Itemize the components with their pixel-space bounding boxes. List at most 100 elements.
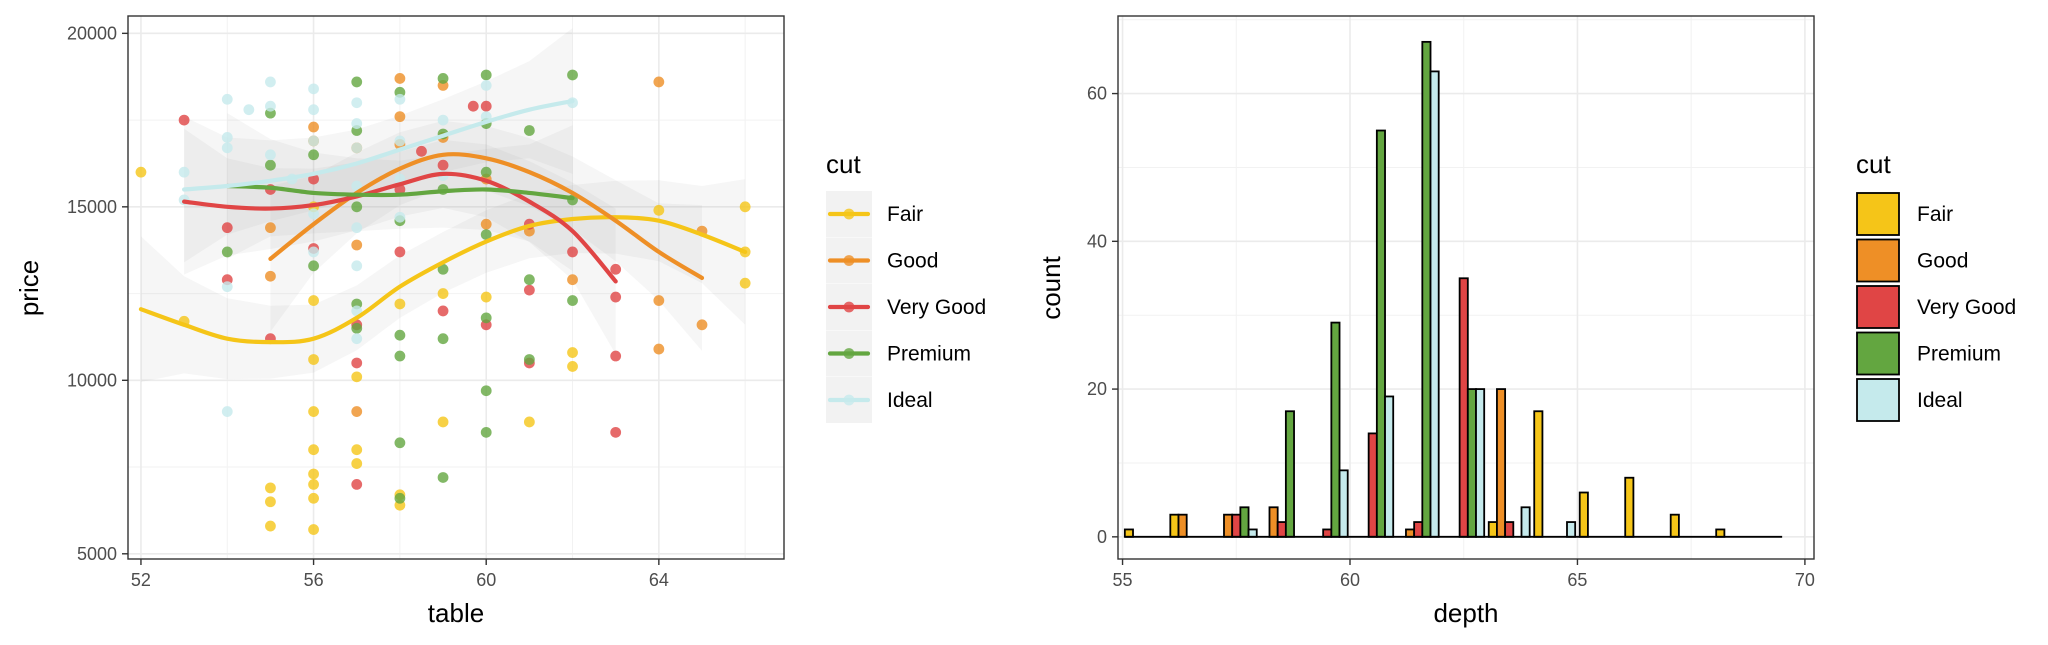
point-ideal [351,180,363,192]
point-premium [480,69,492,81]
y-tick-label: 40 [1087,231,1107,251]
bar-fair [1123,528,1134,538]
legend-label-very-good: Very Good [887,296,986,319]
point-ideal [221,406,233,417]
legend-key-point-fair [843,208,855,220]
point-fair [523,416,535,428]
bar-ideal [1247,528,1258,538]
point-ideal [394,93,406,105]
legend-key-point-very-good [843,301,855,313]
point-fair [265,520,276,532]
scatter-plot-background [128,16,784,559]
point-ideal [178,166,190,178]
bar-fair [1715,528,1726,538]
scatter-plot-border [127,15,785,560]
point-ideal [265,149,276,161]
point-very-good [610,350,622,362]
point-premium [523,354,535,365]
point-premium [394,350,406,362]
point-good [265,270,276,282]
point-good [653,343,665,355]
scatter-y-axis-title: price [14,260,44,316]
point-premium [480,229,492,240]
point-fair [567,347,578,358]
point-very-good [467,100,479,112]
point-fair [351,371,363,383]
point-ideal [221,93,233,105]
point-premium [567,69,578,81]
legend-label-premium: Premium [1917,343,2001,366]
legend-key-point-ideal [843,394,855,406]
legend-key-premium [1856,331,1900,376]
point-fair [394,298,406,310]
point-good [265,222,276,234]
x-tick-label: 56 [304,570,324,590]
legend-label-very-good: Very Good [1917,296,2016,319]
scatter-legend: cut Fair Good Very Good Premium Ideal [826,149,986,423]
point-premium [480,426,492,438]
point-premium [480,312,492,324]
point-good [567,274,578,286]
bar-very-good [1367,432,1378,538]
x-tick-label: 55 [1113,570,1133,590]
histogram-panel: 55 60 65 70 0 20 40 60 depth count cut Fair Good V… [1036,15,2016,628]
point-fair [480,291,492,303]
histogram-y-axis-title: count [1036,255,1066,319]
point-good [653,295,665,306]
point-premium [567,295,578,306]
point-fair [308,444,319,456]
point-ideal [480,79,492,91]
point-fair [265,496,276,508]
bar-premium [1239,506,1250,538]
bar-very-good [1276,521,1287,538]
point-premium [351,201,363,213]
point-ideal [265,100,276,112]
y-tick-label: 20000 [67,23,117,43]
bar-good [1268,506,1279,538]
y-tick-label: 10000 [67,370,117,390]
point-premium [437,73,449,84]
point-ideal [243,104,255,116]
histogram-x-axis-title: depth [1433,598,1498,628]
point-fair [308,468,319,480]
point-ideal [394,211,406,223]
point-fair [308,524,319,535]
point-ideal [394,135,406,147]
legend-title: cut [826,149,861,179]
bar-ideal [1566,521,1577,538]
point-ideal [265,76,276,88]
point-premium [523,274,535,286]
point-premium [480,166,492,178]
bar-ideal [1384,395,1395,538]
point-premium [394,492,406,504]
legend-label-ideal: Ideal [887,389,933,412]
bar-premium [1466,388,1477,538]
point-good [653,76,665,88]
point-fair [308,492,319,504]
bar-ideal [1429,70,1440,538]
x-tick-label: 60 [476,570,496,590]
point-very-good [351,479,363,490]
confidence-ribbon-fair [140,179,746,383]
point-very-good [610,291,622,303]
bar-very-good [1504,521,1515,538]
bar-fair [1624,476,1635,538]
y-tick-label: 0 [1097,527,1107,547]
point-good [394,73,406,84]
point-premium [437,333,449,345]
point-ideal [308,246,319,258]
legend-label-good: Good [1917,250,1968,273]
point-fair [653,204,665,216]
bar-ideal [1520,506,1531,538]
legend-key-fair [1856,192,1900,236]
point-good [696,319,708,331]
scatter-x-axis-title: table [428,598,484,628]
confidence-ribbon-ideal [184,28,573,263]
point-good [351,239,363,251]
bar-very-good [1231,513,1242,538]
point-fair [308,479,319,490]
smooth-line-very-good [182,171,618,284]
bar-very-good [1322,528,1333,538]
point-very-good [610,263,622,275]
